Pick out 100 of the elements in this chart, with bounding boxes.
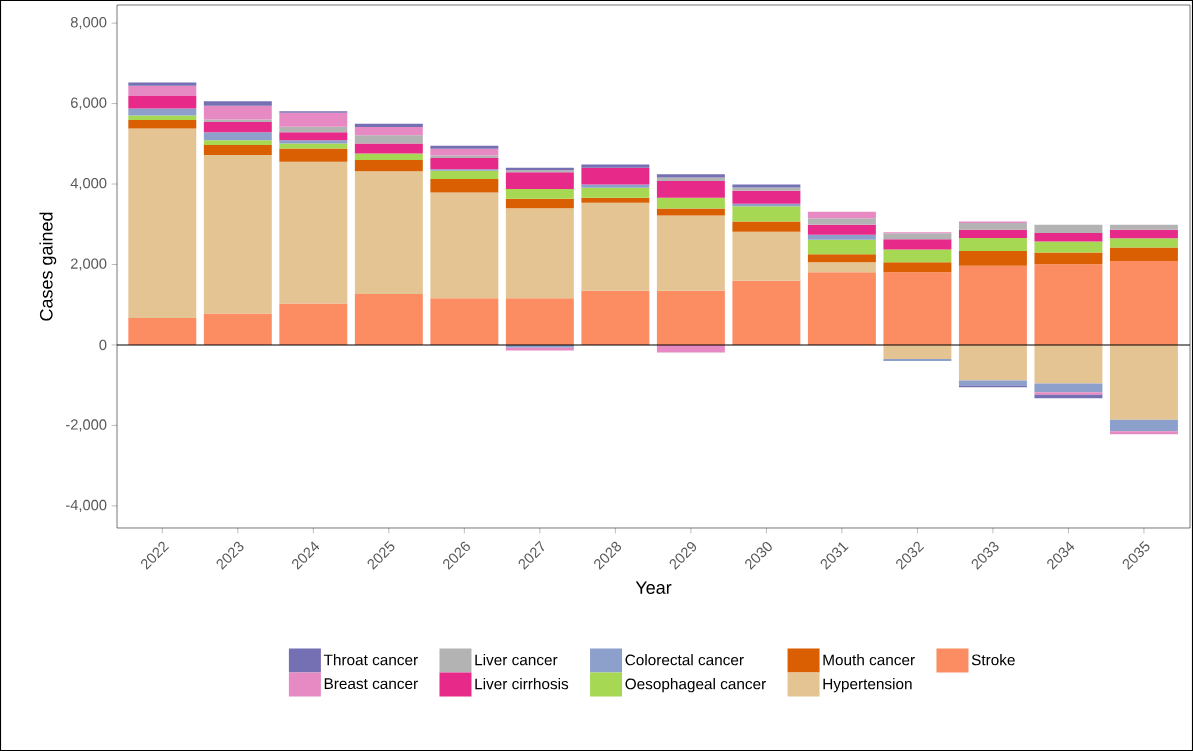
bar: [279, 143, 348, 149]
bar: [807, 234, 876, 240]
bar: [430, 157, 499, 170]
bar: [807, 211, 876, 219]
bar: [807, 239, 876, 255]
bar: [203, 313, 272, 345]
bar: [279, 112, 348, 127]
y-tick-label: -2,000: [66, 419, 107, 432]
bar: [958, 265, 1027, 345]
bar: [505, 172, 574, 190]
bar: [128, 95, 197, 109]
bar: [732, 206, 801, 222]
legend-label: Oesophageal cancer: [625, 678, 766, 693]
bar: [1109, 431, 1178, 435]
bar: [430, 298, 499, 345]
legend-label: Breast cancer: [324, 678, 418, 690]
bar: [354, 153, 423, 161]
bar: [581, 202, 650, 291]
bar: [581, 167, 650, 185]
bar: [1034, 264, 1103, 345]
y-axis-title: Cases gained: [39, 212, 57, 321]
bar: [203, 145, 272, 156]
bar: [203, 155, 272, 314]
bar: [1034, 233, 1103, 242]
bar: [128, 82, 197, 86]
bar: [1034, 224, 1103, 234]
bar: [430, 179, 499, 193]
bar: [807, 262, 876, 273]
bar: [430, 170, 499, 179]
bar: [732, 231, 801, 281]
bar: [807, 218, 876, 225]
bar: [958, 344, 1027, 381]
bar: [203, 119, 272, 123]
legend-label: Colorectal cancer: [625, 654, 744, 666]
bar: [128, 108, 197, 116]
bar: [203, 140, 272, 145]
bar: [883, 272, 952, 345]
bar: [279, 140, 348, 144]
bar: [958, 380, 1027, 386]
bar: [883, 262, 952, 273]
bar: [883, 249, 952, 263]
bar: [732, 221, 801, 232]
bar: [656, 181, 725, 198]
bar: [1109, 229, 1178, 239]
bar: [883, 359, 952, 362]
bar: [430, 155, 499, 158]
bar: [581, 187, 650, 198]
bar: [128, 318, 197, 345]
bar: [203, 122, 272, 133]
bar: [128, 128, 197, 318]
y-tick-label: 8,000: [70, 17, 107, 30]
bar: [1109, 247, 1178, 262]
bar: [1034, 383, 1103, 393]
bar: [883, 233, 952, 240]
bar: [430, 145, 499, 149]
bar: [1034, 392, 1103, 395]
bar: [505, 189, 574, 199]
bar: [1109, 261, 1178, 345]
bar: [203, 105, 272, 120]
bar: [354, 160, 423, 172]
bar: [354, 171, 423, 295]
bar: [807, 224, 876, 235]
bar: [430, 192, 499, 299]
bar: [1109, 238, 1178, 248]
bar: [279, 126, 348, 133]
y-tick-label: -4,000: [66, 499, 107, 512]
bar: [1034, 241, 1103, 253]
y-tick-label: 4,000: [70, 177, 107, 191]
bar: [279, 132, 348, 141]
bar: [203, 132, 272, 141]
legend-label: Liver cirrhosis: [475, 678, 569, 690]
bar: [581, 197, 650, 203]
legend-label: Mouth cancer: [823, 654, 915, 666]
bar: [505, 208, 574, 299]
bar: [581, 164, 650, 168]
bar: [958, 223, 1027, 230]
y-tick-label: 2,000: [70, 258, 107, 271]
bar: [883, 239, 952, 250]
bar: [807, 272, 876, 345]
bar: [1109, 419, 1178, 432]
bar: [354, 127, 423, 136]
y-tick-label: 0: [99, 339, 107, 351]
bar: [581, 184, 650, 188]
bar: [354, 143, 423, 154]
bar: [958, 251, 1027, 266]
bar: [1034, 344, 1103, 384]
bar: [958, 237, 1027, 252]
bar: [505, 298, 574, 345]
bar: [656, 197, 725, 209]
bar: [1109, 224, 1178, 230]
bar: [203, 101, 272, 106]
bar: [279, 303, 348, 345]
legend-label: Stroke: [971, 654, 1015, 666]
bar: [279, 161, 348, 304]
bar: [732, 280, 801, 345]
bar: [581, 290, 650, 345]
bar: [807, 254, 876, 263]
bar: [656, 215, 725, 291]
bar: [128, 120, 197, 129]
legend-label: Liver cancer: [475, 654, 558, 666]
